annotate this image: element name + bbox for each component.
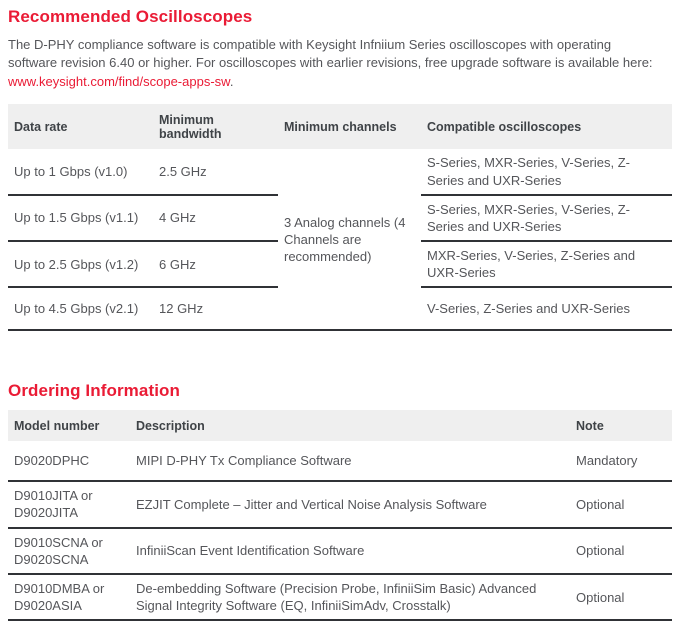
section-spacer <box>8 331 672 381</box>
cell-model: D9020DPHC <box>8 441 130 483</box>
oscilloscopes-table-header: Data rate Minimum bandwidth Minimum chan… <box>8 104 672 150</box>
table-row: Up to 4.5 Gbps (v2.1) 12 GHz V-Series, Z… <box>8 287 672 332</box>
table-row: D9010JITA or D9020JITA EZJIT Complete – … <box>8 481 672 529</box>
column-header-model-number: Model number <box>8 410 130 442</box>
recommended-oscilloscopes-title: Recommended Oscilloscopes <box>8 7 253 26</box>
intro-text-before-link: The D-PHY compliance software is compati… <box>8 37 653 71</box>
cell-compatible: V-Series, Z-Series and UXR-Series <box>421 287 672 332</box>
table-row: Up to 1 Gbps (v1.0) 2.5 GHz 3 Analog cha… <box>8 149 672 332</box>
table-row: D9020DPHC MIPI D-PHY Tx Compliance Softw… <box>8 441 672 483</box>
table-row: Up to 1.5 Gbps (v1.1) 4 GHz S-Series, MX… <box>8 194 672 242</box>
column-header-min-channels: Minimum channels <box>278 104 421 150</box>
table-row: D9010SCNA or D9020SCNA InfiniiScan Event… <box>8 527 672 575</box>
cell-min-bandwidth: 2.5 GHz <box>153 149 278 196</box>
cell-model: D9010JITA or D9020JITA <box>8 481 130 529</box>
cell-model: D9010DMBA or D9020ASIA <box>8 573 130 621</box>
ordering-table: Model number Description Note D9020DPHC … <box>8 410 672 621</box>
intro-text-after-link: . <box>229 73 234 89</box>
cell-model: D9010SCNA or D9020SCNA <box>8 527 130 575</box>
cell-compatible: S-Series, MXR-Series, V-Series, Z-Series… <box>421 194 672 242</box>
cell-note: Optional <box>570 573 672 621</box>
cell-data-rate: Up to 1 Gbps (v1.0) <box>8 149 153 196</box>
ordering-table-header: Model number Description Note <box>8 410 672 442</box>
cell-min-bandwidth: 4 GHz <box>153 194 278 242</box>
cell-note: Optional <box>570 527 672 575</box>
column-header-compatible: Compatible oscilloscopes <box>421 104 672 150</box>
cell-compatible: S-Series, MXR-Series, V-Series, Z-Series… <box>421 149 672 196</box>
cell-description: InfiniiScan Event Identification Softwar… <box>130 527 570 575</box>
cell-min-bandwidth: 6 GHz <box>153 240 278 289</box>
column-header-data-rate: Data rate <box>8 104 153 150</box>
ordering-information-title: Ordering Information <box>8 381 180 401</box>
cell-description: MIPI D-PHY Tx Compliance Software <box>130 441 570 483</box>
cell-data-rate: Up to 4.5 Gbps (v2.1) <box>8 287 153 332</box>
cell-data-rate: Up to 1.5 Gbps (v1.1) <box>8 194 153 242</box>
column-header-note: Note <box>570 410 672 442</box>
cell-description: EZJIT Complete – Jitter and Vertical Noi… <box>130 481 570 529</box>
scope-apps-link[interactable]: www.keysight.com/find/scope-apps-sw <box>8 73 230 89</box>
cell-compatible: MXR-Series, V-Series, Z-Series and UXR-S… <box>421 240 672 289</box>
cell-data-rate: Up to 2.5 Gbps (v1.2) <box>8 240 153 289</box>
intro-paragraph: The D-PHY compliance software is compati… <box>8 36 660 91</box>
column-header-min-bandwidth: Minimum bandwidth <box>153 104 278 150</box>
table-row: Up to 2.5 Gbps (v1.2) 6 GHz MXR-Series, … <box>8 240 672 289</box>
cell-note: Mandatory <box>570 441 672 483</box>
table-row: D9010DMBA or D9020ASIA De-embedding Soft… <box>8 573 672 621</box>
column-header-description: Description <box>130 410 570 442</box>
cell-min-channels-merged: 3 Analog channels (4 Channels are recomm… <box>278 149 421 332</box>
cell-min-bandwidth: 12 GHz <box>153 287 278 332</box>
cell-note: Optional <box>570 481 672 529</box>
cell-description: De-embedding Software (Precision Probe, … <box>130 573 570 621</box>
oscilloscopes-table: Data rate Minimum bandwidth Minimum chan… <box>8 104 672 332</box>
